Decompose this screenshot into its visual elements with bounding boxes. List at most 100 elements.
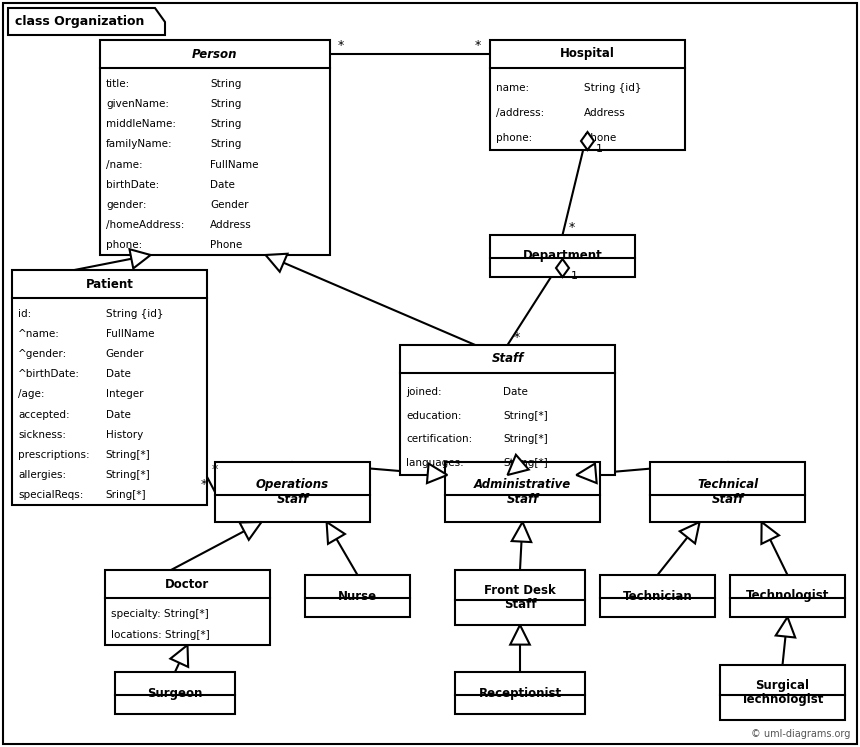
Text: Operations
Staff: Operations Staff <box>256 478 329 506</box>
Text: Gender: Gender <box>211 199 249 210</box>
Polygon shape <box>512 522 531 542</box>
Polygon shape <box>327 522 345 544</box>
Text: languages:: languages: <box>406 458 464 468</box>
Text: Front Desk
Staff: Front Desk Staff <box>484 583 556 612</box>
Text: certification:: certification: <box>406 435 472 444</box>
Polygon shape <box>576 464 597 483</box>
Bar <box>445 462 600 522</box>
Text: Date: Date <box>211 179 236 190</box>
Text: prescriptions:: prescriptions: <box>18 450 89 459</box>
Text: Gender: Gender <box>106 350 144 359</box>
Text: phone:: phone: <box>106 240 142 250</box>
Text: String[*]: String[*] <box>503 411 548 421</box>
Text: sickness:: sickness: <box>18 430 66 440</box>
Polygon shape <box>427 464 447 483</box>
Text: specialReqs:: specialReqs: <box>18 490 83 500</box>
Text: String: String <box>211 79 242 89</box>
Polygon shape <box>679 522 699 544</box>
Text: name:: name: <box>496 83 529 93</box>
Text: ^name:: ^name: <box>18 329 60 339</box>
Polygon shape <box>776 617 796 637</box>
Text: /homeAddress:: /homeAddress: <box>106 220 184 230</box>
Text: Address: Address <box>584 108 625 118</box>
Text: Department: Department <box>523 249 602 262</box>
Text: education:: education: <box>406 411 462 421</box>
Text: allergies:: allergies: <box>18 470 66 480</box>
Text: Patient: Patient <box>85 277 133 291</box>
Text: Administrative
Staff: Administrative Staff <box>474 478 571 506</box>
Text: Surgical
Technologist: Surgical Technologist <box>740 678 824 707</box>
Text: Phone: Phone <box>211 240 243 250</box>
Text: givenName:: givenName: <box>106 99 169 109</box>
Text: FullName: FullName <box>211 160 259 170</box>
Text: *: * <box>475 39 482 52</box>
Polygon shape <box>556 259 569 277</box>
Polygon shape <box>510 625 530 645</box>
Text: joined:: joined: <box>406 387 442 397</box>
Bar <box>12 270 207 505</box>
Text: Address: Address <box>211 220 252 230</box>
Text: id:: id: <box>18 309 31 319</box>
Polygon shape <box>130 249 150 268</box>
Text: class Organization: class Organization <box>15 16 144 28</box>
Text: ^birthDate:: ^birthDate: <box>18 369 80 379</box>
Bar <box>730 575 845 617</box>
Text: Date: Date <box>503 387 528 397</box>
Text: birthDate:: birthDate: <box>106 179 159 190</box>
Text: Date: Date <box>106 409 131 420</box>
Text: Technician: Technician <box>623 589 692 603</box>
Text: © uml-diagrams.org: © uml-diagrams.org <box>751 729 850 739</box>
Bar <box>490 40 685 150</box>
Text: *: * <box>201 478 207 491</box>
Polygon shape <box>240 522 261 540</box>
Text: /age:: /age: <box>18 389 45 400</box>
Text: Surgeon: Surgeon <box>147 686 203 699</box>
Text: Nurse: Nurse <box>338 589 377 603</box>
Bar <box>215 462 370 522</box>
Text: String[*]: String[*] <box>503 458 548 468</box>
Text: /address:: /address: <box>496 108 544 118</box>
Polygon shape <box>507 455 529 475</box>
Text: title:: title: <box>106 79 130 89</box>
Text: 1: 1 <box>570 271 578 281</box>
Text: String {id}: String {id} <box>106 309 163 319</box>
Bar <box>600 575 715 617</box>
Text: Sring[*]: Sring[*] <box>106 490 146 500</box>
Text: String {id}: String {id} <box>584 83 641 93</box>
Text: gender:: gender: <box>106 199 146 210</box>
Bar <box>305 575 410 617</box>
Bar <box>100 40 330 255</box>
Polygon shape <box>266 254 287 272</box>
Bar <box>455 672 585 714</box>
Text: *: * <box>568 221 574 234</box>
Text: familyName:: familyName: <box>106 140 173 149</box>
Text: Technical
Staff: Technical Staff <box>697 478 758 506</box>
Text: *: * <box>212 463 218 476</box>
Bar <box>650 462 805 522</box>
Text: Technologist: Technologist <box>746 589 829 603</box>
Text: String: String <box>211 99 242 109</box>
Text: String: String <box>211 120 242 129</box>
Bar <box>400 345 615 475</box>
Text: Date: Date <box>106 369 131 379</box>
Text: specialty: String[*]: specialty: String[*] <box>111 610 209 619</box>
Text: String[*]: String[*] <box>106 470 150 480</box>
Text: /name:: /name: <box>106 160 143 170</box>
Polygon shape <box>581 132 594 150</box>
Bar <box>455 570 585 625</box>
Text: Person: Person <box>193 48 237 61</box>
Bar <box>105 570 270 645</box>
Polygon shape <box>761 522 779 544</box>
Polygon shape <box>8 8 165 35</box>
Bar <box>720 665 845 720</box>
Text: locations: String[*]: locations: String[*] <box>111 630 210 639</box>
Text: accepted:: accepted: <box>18 409 70 420</box>
Text: ^gender:: ^gender: <box>18 350 67 359</box>
Text: *: * <box>513 331 519 344</box>
Text: Hospital: Hospital <box>560 48 615 61</box>
Text: Doctor: Doctor <box>165 577 210 590</box>
Text: Staff: Staff <box>491 353 524 365</box>
Text: History: History <box>106 430 143 440</box>
Text: Phone: Phone <box>584 132 616 143</box>
Bar <box>115 672 235 714</box>
